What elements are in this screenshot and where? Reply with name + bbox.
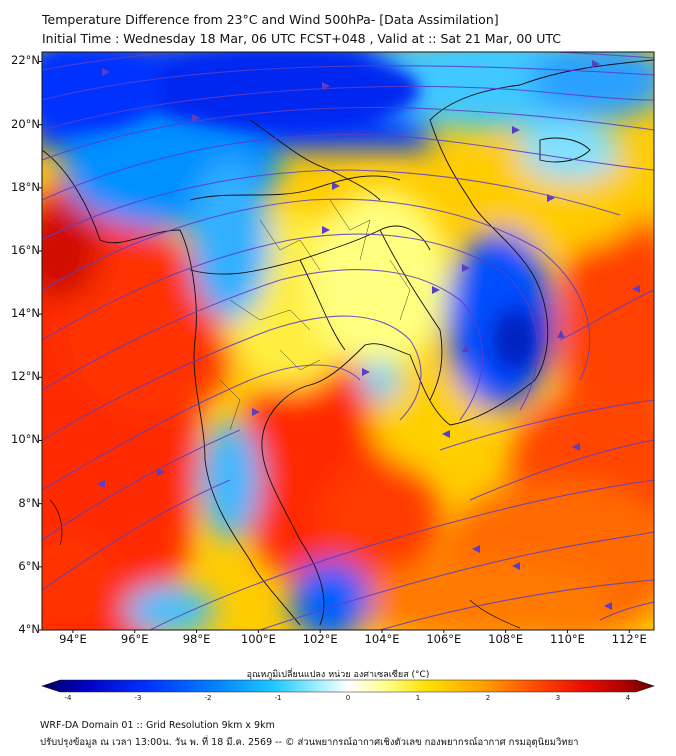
- coastline: [42, 59, 654, 629]
- colorbar-gradient: [41, 679, 655, 693]
- lon-label: 112°E: [611, 632, 647, 646]
- lon-label: 110°E: [549, 632, 585, 646]
- colorbar-tick-label: -2: [204, 694, 212, 702]
- lat-label: 16°N: [11, 242, 40, 257]
- colorbar-tick-label: 2: [485, 694, 491, 702]
- colorbar-tick-label: 3: [555, 694, 561, 702]
- colorbar-label: อุณหภูมิเปลี่ยนแปลง หน่วย องศาเซลเซียส (…: [246, 670, 430, 680]
- lat-label: 4°N: [18, 622, 40, 636]
- map-title: Temperature Difference from 23°C and Win…: [42, 12, 499, 27]
- lat-label: 14°N: [11, 306, 40, 321]
- lat-label: 6°N: [18, 558, 40, 573]
- colorbar: [41, 679, 655, 693]
- province-borders: [219, 199, 411, 431]
- wind-arrows: [97, 60, 640, 610]
- lat-label: 22°N: [11, 53, 40, 68]
- colorbar-tick-label: 0: [345, 694, 351, 702]
- colorbar-tick-label: 4: [625, 694, 631, 702]
- lon-label: 100°E: [240, 632, 276, 646]
- model-info: WRF-DA Domain 01 :: Grid Resolution 9km …: [40, 720, 275, 731]
- lat-label: 10°N: [11, 432, 40, 447]
- temperature-field: [42, 52, 654, 630]
- lat-label: 8°N: [18, 495, 40, 510]
- lon-label: 102°E: [302, 632, 338, 646]
- plot-frame: [41, 51, 655, 631]
- wind-streamlines: [42, 52, 654, 630]
- colorbar-tick-label: 1: [415, 694, 421, 702]
- lon-label: 108°E: [488, 632, 524, 646]
- lon-label: 94°E: [59, 632, 87, 646]
- colorbar-tick-label: -4: [64, 694, 72, 702]
- map-subtitle: Initial Time : Wednesday 18 Mar, 06 UTC …: [42, 31, 562, 46]
- update-info: ปรับปรุงข้อมูล ณ เวลา 13:00น. วัน พ. ที่…: [40, 737, 579, 748]
- colorbar-tick-label: -1: [274, 694, 282, 702]
- lat-label: 18°N: [11, 179, 40, 194]
- lon-label: 104°E: [364, 632, 400, 646]
- lon-label: 98°E: [182, 632, 211, 646]
- lon-label: 106°E: [426, 632, 462, 646]
- lat-label: 12°N: [11, 369, 40, 384]
- lat-label: 20°N: [11, 116, 40, 131]
- lon-label: 96°E: [120, 632, 149, 646]
- colorbar-tick-label: -3: [134, 694, 142, 702]
